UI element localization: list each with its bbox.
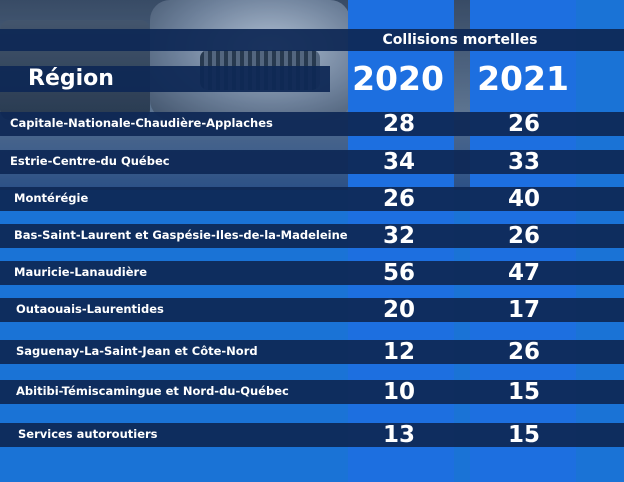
- value-2021: 26: [507, 111, 540, 137]
- region-name: Estrie-Centre-du Québec: [10, 154, 170, 168]
- value-2021: 15: [507, 379, 540, 405]
- region-name: Bas-Saint-Laurent et Gaspésie-Iles-de-la…: [14, 228, 348, 242]
- year-2021-header: 2021: [477, 59, 569, 98]
- region-name: Montérégie: [14, 191, 89, 205]
- value-2020: 20: [382, 297, 415, 323]
- value-2020: 56: [382, 260, 415, 286]
- value-2021: 15: [507, 422, 540, 448]
- value-2021: 47: [507, 260, 540, 286]
- region-name: Abitibi-Témiscamingue et Nord-du-Québec: [16, 384, 289, 398]
- value-2020: 13: [382, 422, 415, 448]
- value-2021: 26: [507, 223, 540, 249]
- region-header: Région: [0, 66, 330, 92]
- region-name: Outaouais-Laurentides: [16, 302, 164, 316]
- region-name: Capitale-Nationale-Chaudière-Applaches: [10, 116, 273, 130]
- value-2020: 32: [382, 223, 415, 249]
- table-row: [0, 150, 624, 174]
- header-band: [0, 29, 624, 51]
- table-row: [0, 187, 624, 211]
- value-2021: 17: [507, 297, 540, 323]
- value-2021: 33: [507, 149, 540, 175]
- table-row: [0, 423, 624, 447]
- table-row: [0, 261, 624, 285]
- value-2020: 10: [382, 379, 415, 405]
- value-2020: 28: [382, 111, 415, 137]
- region-name: Saguenay-La-Saint-Jean et Côte-Nord: [16, 344, 258, 358]
- year-2020-header: 2020: [352, 59, 444, 98]
- region-header-label: Région: [28, 66, 114, 91]
- value-2021: 26: [507, 339, 540, 365]
- value-2021: 40: [507, 186, 540, 212]
- table-row: [0, 224, 624, 248]
- region-name: Services autoroutiers: [18, 427, 158, 441]
- region-name: Mauricie-Lanaudière: [14, 265, 148, 279]
- table-row: [0, 112, 624, 136]
- table-row: [0, 340, 624, 364]
- value-2020: 34: [382, 149, 415, 175]
- value-2020: 12: [382, 339, 415, 365]
- table-title: Collisions mortelles: [382, 32, 538, 48]
- table-row: [0, 380, 624, 404]
- table-row: [0, 298, 624, 322]
- value-2020: 26: [382, 186, 415, 212]
